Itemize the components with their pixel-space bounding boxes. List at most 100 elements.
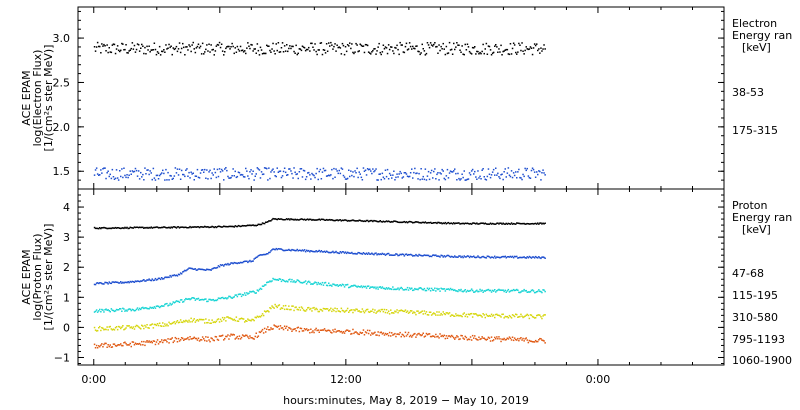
data-point — [430, 222, 433, 224]
data-point — [113, 178, 116, 180]
data-point — [528, 176, 531, 179]
data-point — [424, 335, 427, 337]
data-point — [189, 45, 191, 48]
data-point — [234, 262, 236, 264]
data-point — [411, 336, 413, 338]
data-point — [108, 175, 110, 178]
data-point — [108, 47, 110, 49]
data-point — [310, 283, 312, 285]
data-point — [481, 222, 483, 224]
data-point — [109, 227, 111, 230]
data-point — [372, 168, 374, 170]
data-point — [262, 222, 265, 225]
data-point — [98, 327, 100, 329]
data-point — [497, 222, 499, 224]
data-point — [247, 42, 249, 44]
data-point — [104, 45, 106, 47]
data-point — [282, 249, 285, 252]
data-point — [235, 337, 238, 339]
data-point — [242, 260, 245, 263]
data-point — [115, 227, 118, 229]
data-point — [297, 250, 299, 252]
data-point — [460, 51, 462, 53]
data-point — [223, 265, 225, 267]
data-point — [221, 170, 224, 172]
data-point — [236, 335, 239, 338]
data-point — [173, 302, 176, 304]
data-point — [205, 177, 207, 179]
data-point — [400, 286, 402, 289]
data-point — [122, 281, 124, 284]
data-point — [384, 169, 387, 171]
data-point — [179, 319, 182, 321]
data-point — [98, 45, 100, 48]
data-point — [354, 51, 356, 53]
data-point — [246, 334, 248, 337]
data-point — [99, 325, 101, 328]
data-point — [165, 168, 167, 171]
data-point — [426, 42, 429, 44]
data-point — [205, 318, 207, 320]
data-point — [225, 320, 227, 322]
data-point — [470, 170, 473, 172]
data-point — [168, 43, 170, 46]
data-point — [213, 339, 215, 342]
data-point — [238, 335, 241, 337]
data-point — [283, 325, 286, 327]
data-point — [184, 175, 186, 178]
data-point — [109, 344, 111, 346]
data-point — [263, 310, 266, 312]
data-point — [446, 288, 449, 290]
data-point — [488, 256, 491, 258]
data-point — [320, 218, 323, 220]
data-point — [342, 310, 345, 312]
data-point — [191, 297, 193, 299]
data-point — [387, 178, 390, 180]
data-point — [492, 168, 495, 171]
y-tick-label: −1 — [54, 351, 70, 364]
data-point — [401, 333, 403, 336]
data-point — [187, 227, 189, 229]
data-point — [163, 226, 165, 228]
data-point — [260, 49, 263, 51]
data-point — [429, 290, 432, 292]
data-point — [363, 51, 366, 54]
data-point — [116, 45, 119, 47]
data-point — [419, 254, 421, 256]
data-point — [460, 315, 462, 317]
data-point — [477, 255, 479, 257]
data-point — [96, 227, 99, 230]
data-point — [298, 330, 301, 333]
data-point — [288, 326, 290, 329]
data-point — [365, 252, 368, 254]
data-point — [172, 274, 174, 277]
data-point — [413, 47, 415, 50]
data-point — [342, 174, 345, 177]
data-point — [371, 286, 373, 288]
data-point — [295, 306, 297, 308]
data-point — [247, 224, 249, 226]
data-point — [179, 226, 182, 228]
data-point — [251, 260, 253, 262]
data-point — [345, 178, 348, 180]
data-point — [512, 42, 515, 44]
data-point — [417, 310, 419, 312]
data-point — [148, 45, 150, 47]
data-point — [498, 176, 500, 178]
data-point — [180, 273, 183, 275]
data-point — [286, 308, 288, 310]
data-point — [544, 342, 546, 344]
data-point — [499, 222, 501, 224]
data-point — [369, 287, 371, 289]
data-point — [427, 333, 430, 335]
data-point — [504, 289, 506, 292]
data-point — [372, 253, 374, 255]
data-point — [290, 308, 292, 311]
data-point — [199, 226, 202, 228]
data-point — [324, 251, 327, 253]
legend-entry: 310-580 — [732, 311, 778, 324]
data-point — [312, 307, 314, 309]
data-point — [333, 331, 335, 333]
data-point — [93, 283, 96, 286]
data-point — [145, 280, 147, 282]
